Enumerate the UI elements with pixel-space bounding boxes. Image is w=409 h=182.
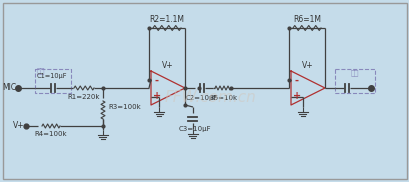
Text: R3=100k: R3=100k bbox=[108, 104, 140, 110]
Text: FFW.com.cn: FFW.com.cn bbox=[164, 90, 255, 104]
Text: R2=1.1M: R2=1.1M bbox=[149, 15, 184, 23]
Text: MIC: MIC bbox=[2, 84, 16, 92]
Text: R6=1M: R6=1M bbox=[292, 15, 320, 23]
Text: C1=10μF: C1=10μF bbox=[37, 73, 67, 79]
Text: 可選: 可選 bbox=[350, 70, 358, 76]
Text: 可選: 可選 bbox=[37, 67, 45, 74]
Text: C2=10μF: C2=10μF bbox=[185, 95, 218, 101]
Text: V+: V+ bbox=[13, 122, 25, 130]
Text: V+: V+ bbox=[162, 62, 173, 70]
Bar bbox=[35, 69, 71, 93]
Text: V+: V+ bbox=[301, 62, 313, 70]
Text: R4=100k: R4=100k bbox=[35, 131, 67, 137]
Text: R1=220k: R1=220k bbox=[67, 94, 100, 100]
Text: -: - bbox=[155, 75, 159, 85]
Text: R5=10k: R5=10k bbox=[209, 95, 236, 101]
Text: -: - bbox=[294, 75, 298, 85]
Bar bbox=[334, 69, 374, 93]
Text: +: + bbox=[292, 91, 300, 101]
Text: C3=10μF: C3=10μF bbox=[178, 126, 211, 132]
Text: +: + bbox=[153, 91, 161, 101]
